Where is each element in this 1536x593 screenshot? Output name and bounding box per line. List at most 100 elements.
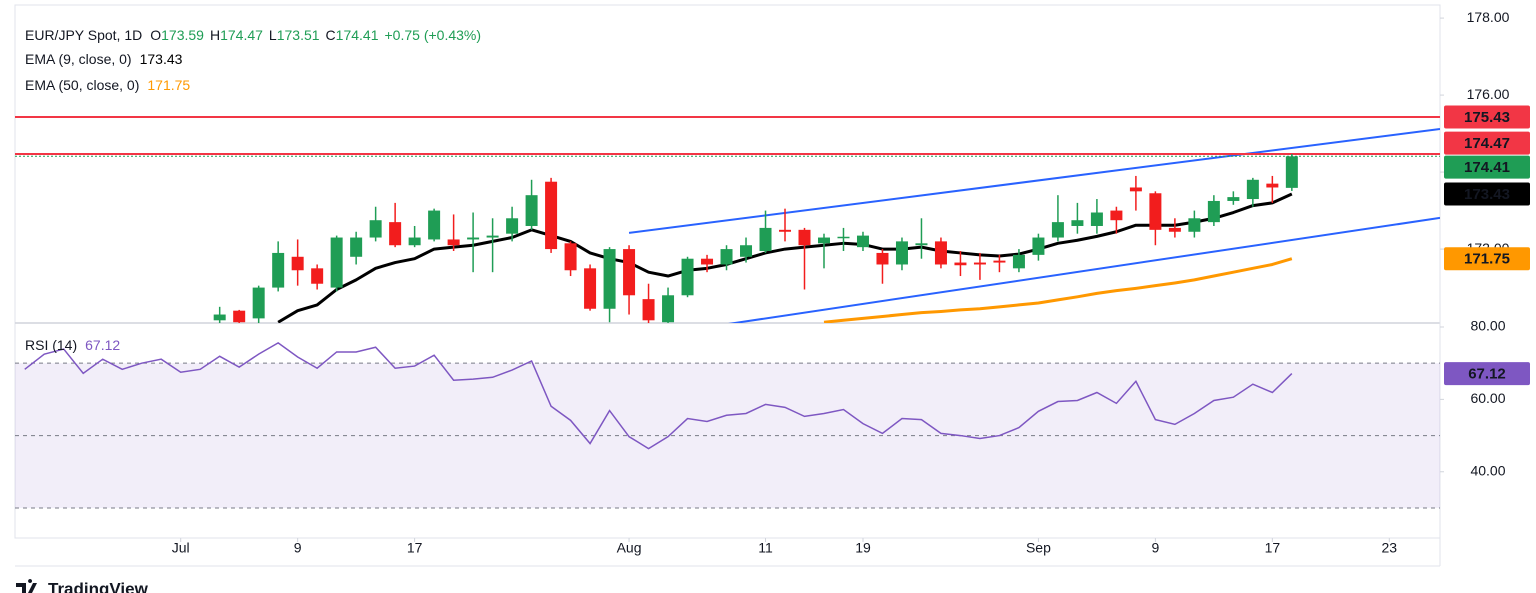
candle-body	[1012, 254, 1025, 269]
candle-body	[895, 241, 908, 265]
candle-body	[545, 181, 558, 250]
y-tick-label: 176.00	[1467, 86, 1510, 102]
candle-body	[350, 237, 363, 257]
candle-body	[1129, 187, 1142, 192]
legend-value: 174.41	[336, 27, 379, 43]
legend-name: RSI (14)	[25, 337, 77, 353]
candle-body	[467, 237, 480, 240]
candle-body	[740, 245, 753, 257]
y-tick-label: 40.00	[1470, 462, 1505, 478]
candle-body	[817, 237, 830, 244]
price-badge	[1444, 362, 1530, 386]
legend-value: 173.51	[277, 27, 320, 43]
candle-body	[876, 252, 889, 265]
candle-body	[837, 236, 850, 239]
legend: EMA (9, close, 0) 173.43	[25, 51, 183, 67]
rsi-line	[24, 342, 1293, 450]
candle-body	[856, 235, 869, 248]
legend-value: 173.59	[161, 27, 204, 43]
price-badge	[1444, 131, 1530, 155]
y-tick-label: 60.00	[1470, 390, 1505, 406]
candle-body	[915, 243, 928, 246]
candle-body	[408, 237, 421, 246]
candle-body	[1071, 220, 1084, 226]
x-tick-label: 17	[1265, 540, 1281, 556]
candle-body	[779, 229, 792, 232]
x-tick-label: 19	[855, 540, 871, 556]
candle-body	[642, 299, 655, 321]
price-badge-label: 174.47	[1464, 135, 1510, 152]
price-badge	[1444, 105, 1530, 129]
candle-body	[213, 314, 226, 321]
candle-body	[993, 260, 1006, 263]
candle-body	[233, 310, 246, 323]
price-badge	[1444, 182, 1530, 206]
candle-body	[1168, 227, 1181, 232]
legend-value: 171.75	[147, 77, 190, 93]
price-badge-label: 67.12	[1468, 366, 1506, 383]
overlay: 172.00174.00176.00178.00Jul917Aug1119Sep…	[25, 9, 1530, 556]
legend: EUR/JPY Spot, 1D O173.59 H174.47 L173.51 C17…	[25, 27, 481, 43]
legend: RSI (14) 67.12	[25, 337, 120, 353]
candle-body	[798, 229, 811, 246]
legend-key: O	[150, 27, 161, 43]
legend-name: EMA (9, close, 0)	[25, 51, 132, 67]
candle-body	[1266, 183, 1279, 188]
legend-value: 173.43	[140, 51, 183, 67]
candle-body	[252, 287, 265, 319]
candle-body	[954, 262, 967, 266]
legend-symbol: EUR/JPY Spot, 1D	[25, 27, 142, 43]
x-tick-label: Aug	[617, 540, 642, 556]
candle-body	[506, 218, 519, 234]
candle-body	[1051, 222, 1064, 238]
candle-body	[1032, 237, 1045, 255]
candle-body	[1246, 179, 1259, 200]
candle-body	[486, 235, 499, 238]
price-badge-label: 175.43	[1464, 109, 1510, 126]
price-badge-label: 171.75	[1464, 251, 1510, 268]
x-tick-label: 9	[294, 540, 302, 556]
candle-body	[662, 295, 675, 323]
legend-value: 174.47	[220, 27, 263, 43]
price-pane	[15, 116, 1440, 323]
legend-value: 67.12	[85, 337, 120, 353]
candle-body	[1227, 197, 1240, 201]
trend-line	[628, 127, 1440, 234]
x-tick-label: 23	[1382, 540, 1398, 556]
legend-key: L	[269, 27, 277, 43]
y-tick-label: 178.00	[1467, 9, 1510, 25]
candle-body	[701, 258, 714, 265]
legend: EMA (50, close, 0) 171.75	[25, 77, 190, 93]
rsi-pane	[15, 342, 1440, 509]
logo	[16, 579, 37, 593]
footer-brand: TradingView	[48, 579, 149, 593]
x-tick-label: Jul	[172, 540, 190, 556]
candle-body	[272, 252, 285, 288]
x-tick-label: 17	[407, 540, 423, 556]
y-tick-label: 80.00	[1470, 318, 1505, 334]
candle-body	[389, 222, 402, 246]
candle-body	[369, 220, 382, 238]
candle-body	[681, 258, 694, 296]
candle-body	[330, 237, 343, 288]
candle-body	[623, 249, 636, 296]
x-tick-label: 9	[1151, 540, 1159, 556]
candle-body	[291, 256, 304, 271]
candle-body	[934, 241, 947, 265]
price-badge	[1444, 155, 1530, 179]
candle-body	[311, 268, 324, 284]
legend-name: EMA (50, close, 0)	[25, 77, 139, 93]
candle-body	[447, 239, 460, 246]
candle-body	[525, 195, 538, 226]
ema-line	[823, 257, 1293, 323]
candle-body	[973, 262, 986, 265]
candle-body	[1285, 156, 1298, 188]
candle-body	[759, 227, 772, 252]
candle-body	[1149, 193, 1162, 230]
price-badge-label: 174.41	[1464, 159, 1510, 176]
x-tick-label: Sep	[1026, 540, 1051, 556]
legend-change: +0.75 (+0.43%)	[385, 27, 482, 43]
candle-body	[1110, 210, 1123, 221]
